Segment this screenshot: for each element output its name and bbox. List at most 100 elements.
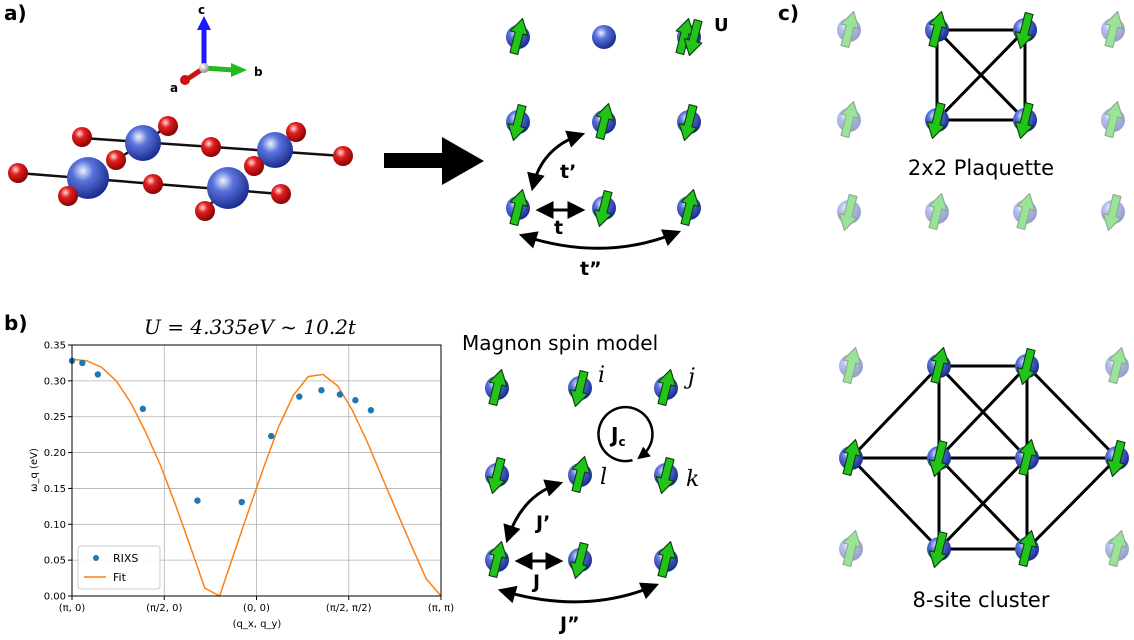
label-t-double-prime: t” bbox=[580, 258, 602, 280]
ring-exchange-arrow bbox=[597, 405, 654, 463]
panel-label-a: a) bbox=[4, 1, 27, 25]
label-J-double-prime: J” bbox=[558, 613, 580, 635]
site-spin-down bbox=[484, 456, 510, 495]
rixs-points bbox=[68, 357, 375, 506]
rixs-point bbox=[79, 359, 86, 367]
chart-title: U = 4.335eV ~ 10.2t bbox=[144, 315, 357, 339]
y-axis-label: ω_q (eV) bbox=[29, 448, 40, 492]
y-tick-label: 0.35 bbox=[44, 341, 66, 352]
fit-line bbox=[71, 358, 442, 598]
magnon-spin-model: Magnon spin model i j l k Jc J J’ J” bbox=[462, 331, 699, 635]
cluster-bonds bbox=[849, 364, 1119, 551]
site-spin-up bbox=[838, 437, 864, 476]
label-Jc: Jc bbox=[609, 423, 626, 449]
site-spin-up bbox=[926, 345, 952, 384]
coupling-J-prime-arrow bbox=[503, 479, 564, 544]
magnon-title: Magnon spin model bbox=[462, 331, 658, 355]
x-tick-label: (π, 0) bbox=[59, 603, 86, 614]
site-j bbox=[653, 367, 679, 406]
axis-b-label: b bbox=[254, 65, 263, 79]
x-tick-label: (0, 0) bbox=[243, 603, 270, 614]
y-tick-label: 0.25 bbox=[44, 412, 66, 423]
site-k bbox=[653, 456, 679, 495]
label-J-prime: J’ bbox=[534, 512, 550, 534]
site-faint bbox=[1100, 9, 1126, 48]
site-spin-up bbox=[653, 539, 679, 578]
chart-legend: RIXS Fit bbox=[77, 545, 161, 590]
cluster-label: 8-site cluster bbox=[913, 588, 1050, 612]
site-faint bbox=[836, 9, 862, 48]
axis-c-label: c bbox=[198, 3, 205, 17]
site-i bbox=[567, 369, 593, 408]
site-faint bbox=[836, 193, 862, 232]
label-l: l bbox=[600, 465, 607, 490]
y-tick-label: 0.05 bbox=[44, 556, 66, 567]
site-spin-down bbox=[591, 189, 617, 228]
x-ticks: (π, 0) (π/2, 0) (0, 0) (π/2, π/2) (π, π) bbox=[59, 596, 454, 614]
label-J: J bbox=[531, 571, 540, 593]
y-tick-label: 0.20 bbox=[44, 448, 66, 459]
site-faint bbox=[838, 345, 864, 384]
label-j: j bbox=[683, 365, 695, 390]
legend-fit: Fit bbox=[113, 571, 127, 584]
x-tick-label: (π/2, 0) bbox=[146, 603, 182, 614]
label-i: i bbox=[598, 363, 605, 388]
rixs-point bbox=[352, 397, 359, 404]
site-spin-down bbox=[926, 530, 952, 569]
plaquette-bonds bbox=[935, 28, 1027, 122]
site-spin-up bbox=[505, 16, 531, 55]
site-spin-down bbox=[1012, 101, 1038, 140]
fit-curve bbox=[71, 358, 442, 598]
site-spin-up bbox=[591, 101, 617, 140]
x-tick-label: (π, π) bbox=[428, 603, 454, 614]
site-faint bbox=[924, 191, 950, 230]
site-spin-up bbox=[484, 367, 510, 406]
label-t: t bbox=[554, 217, 563, 239]
y-ticks: 0.00 0.05 0.10 0.15 0.20 0.25 0.30 0.35 bbox=[44, 341, 72, 603]
hubbard-lattice: U t t’ t” bbox=[505, 15, 729, 280]
site-spin-up bbox=[676, 187, 702, 226]
y-tick-label: 0.15 bbox=[44, 484, 66, 495]
plaquette-label: 2x2 Plaquette bbox=[908, 156, 1054, 180]
legend-marker-rixs bbox=[93, 555, 99, 561]
site-empty bbox=[592, 25, 616, 49]
transition-arrow bbox=[384, 137, 484, 185]
site-spin-down bbox=[567, 541, 593, 580]
crystal-structure bbox=[8, 116, 353, 221]
site-spin-up bbox=[924, 9, 950, 48]
hopping-t-prime-arrow bbox=[527, 130, 586, 192]
x-tick-label: (π/2, π/2) bbox=[326, 603, 372, 614]
y-tick-label: 0.10 bbox=[44, 520, 66, 531]
hopping-t-double-prime-arrow bbox=[518, 229, 682, 250]
site-faint bbox=[836, 99, 862, 138]
rixs-point bbox=[238, 498, 245, 506]
rixs-point bbox=[318, 386, 325, 394]
site-spin-up bbox=[1014, 437, 1040, 476]
panel-label-c: c) bbox=[778, 1, 799, 25]
x-axis-label: (q_x, q_y) bbox=[233, 619, 282, 630]
site-spin-up bbox=[505, 187, 531, 226]
rixs-point bbox=[296, 393, 303, 400]
site-faint bbox=[1104, 528, 1130, 567]
plaquette-2x2: 2x2 Plaquette bbox=[836, 9, 1127, 232]
site-spin-down bbox=[926, 439, 952, 478]
rixs-point bbox=[139, 405, 147, 413]
cluster-8-site: 8-site cluster bbox=[838, 345, 1130, 612]
rixs-point bbox=[268, 432, 275, 440]
label-t-prime: t’ bbox=[560, 161, 576, 183]
y-tick-label: 0.00 bbox=[44, 592, 66, 603]
y-tick-label: 0.30 bbox=[44, 376, 66, 387]
site-faint bbox=[1104, 345, 1130, 384]
site-spin-down bbox=[924, 101, 950, 140]
label-k: k bbox=[686, 467, 699, 492]
site-l bbox=[567, 454, 593, 493]
site-spin-down bbox=[676, 103, 702, 142]
axis-a-label: a bbox=[170, 81, 178, 95]
site-double-occupied bbox=[671, 16, 707, 57]
site-faint bbox=[838, 528, 864, 567]
site-faint bbox=[1012, 191, 1038, 230]
site-spin-down bbox=[1012, 11, 1038, 50]
coupling-J-double-prime-arrow bbox=[497, 582, 659, 604]
rixs-point bbox=[367, 407, 375, 414]
